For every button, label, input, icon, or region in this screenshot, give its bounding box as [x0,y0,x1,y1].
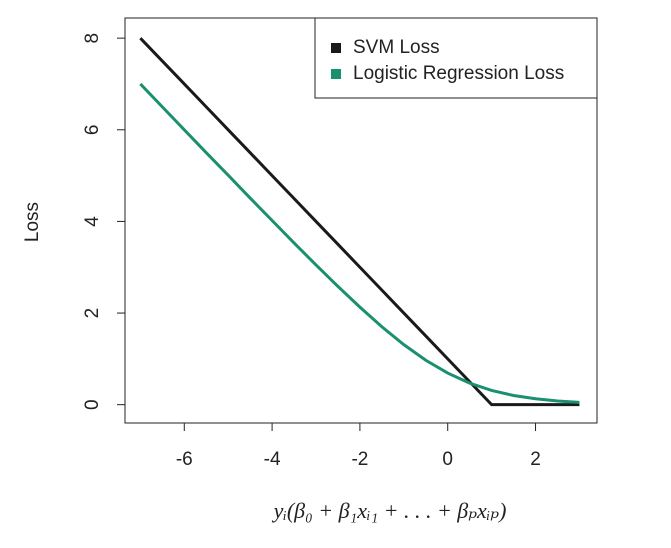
x-tick-label: 0 [442,449,453,470]
x-tick-label: 2 [530,449,541,470]
y-tick-label: 0 [82,399,103,410]
legend-label: SVM Loss [353,37,440,58]
x-tick-label: -4 [264,449,281,470]
legend-swatch [331,43,341,53]
legend-box [314,17,598,99]
line-series [139,37,580,407]
line-series [139,82,580,404]
x-axis-label: yᵢ(β₀ + β₁xᵢ₁ + . . . + βₚxᵢₚ) [272,498,507,523]
y-tick-label: 6 [82,124,103,135]
legend-swatch [331,69,341,79]
y-tick-label: 4 [82,216,103,227]
y-tick-label: 8 [82,33,103,44]
legend-label: Logistic Regression Loss [353,63,564,84]
y-axis-label: Loss [22,202,43,242]
x-tick-label: -2 [351,449,368,470]
x-tick-label: -6 [176,449,193,470]
y-tick-label: 2 [82,308,103,319]
